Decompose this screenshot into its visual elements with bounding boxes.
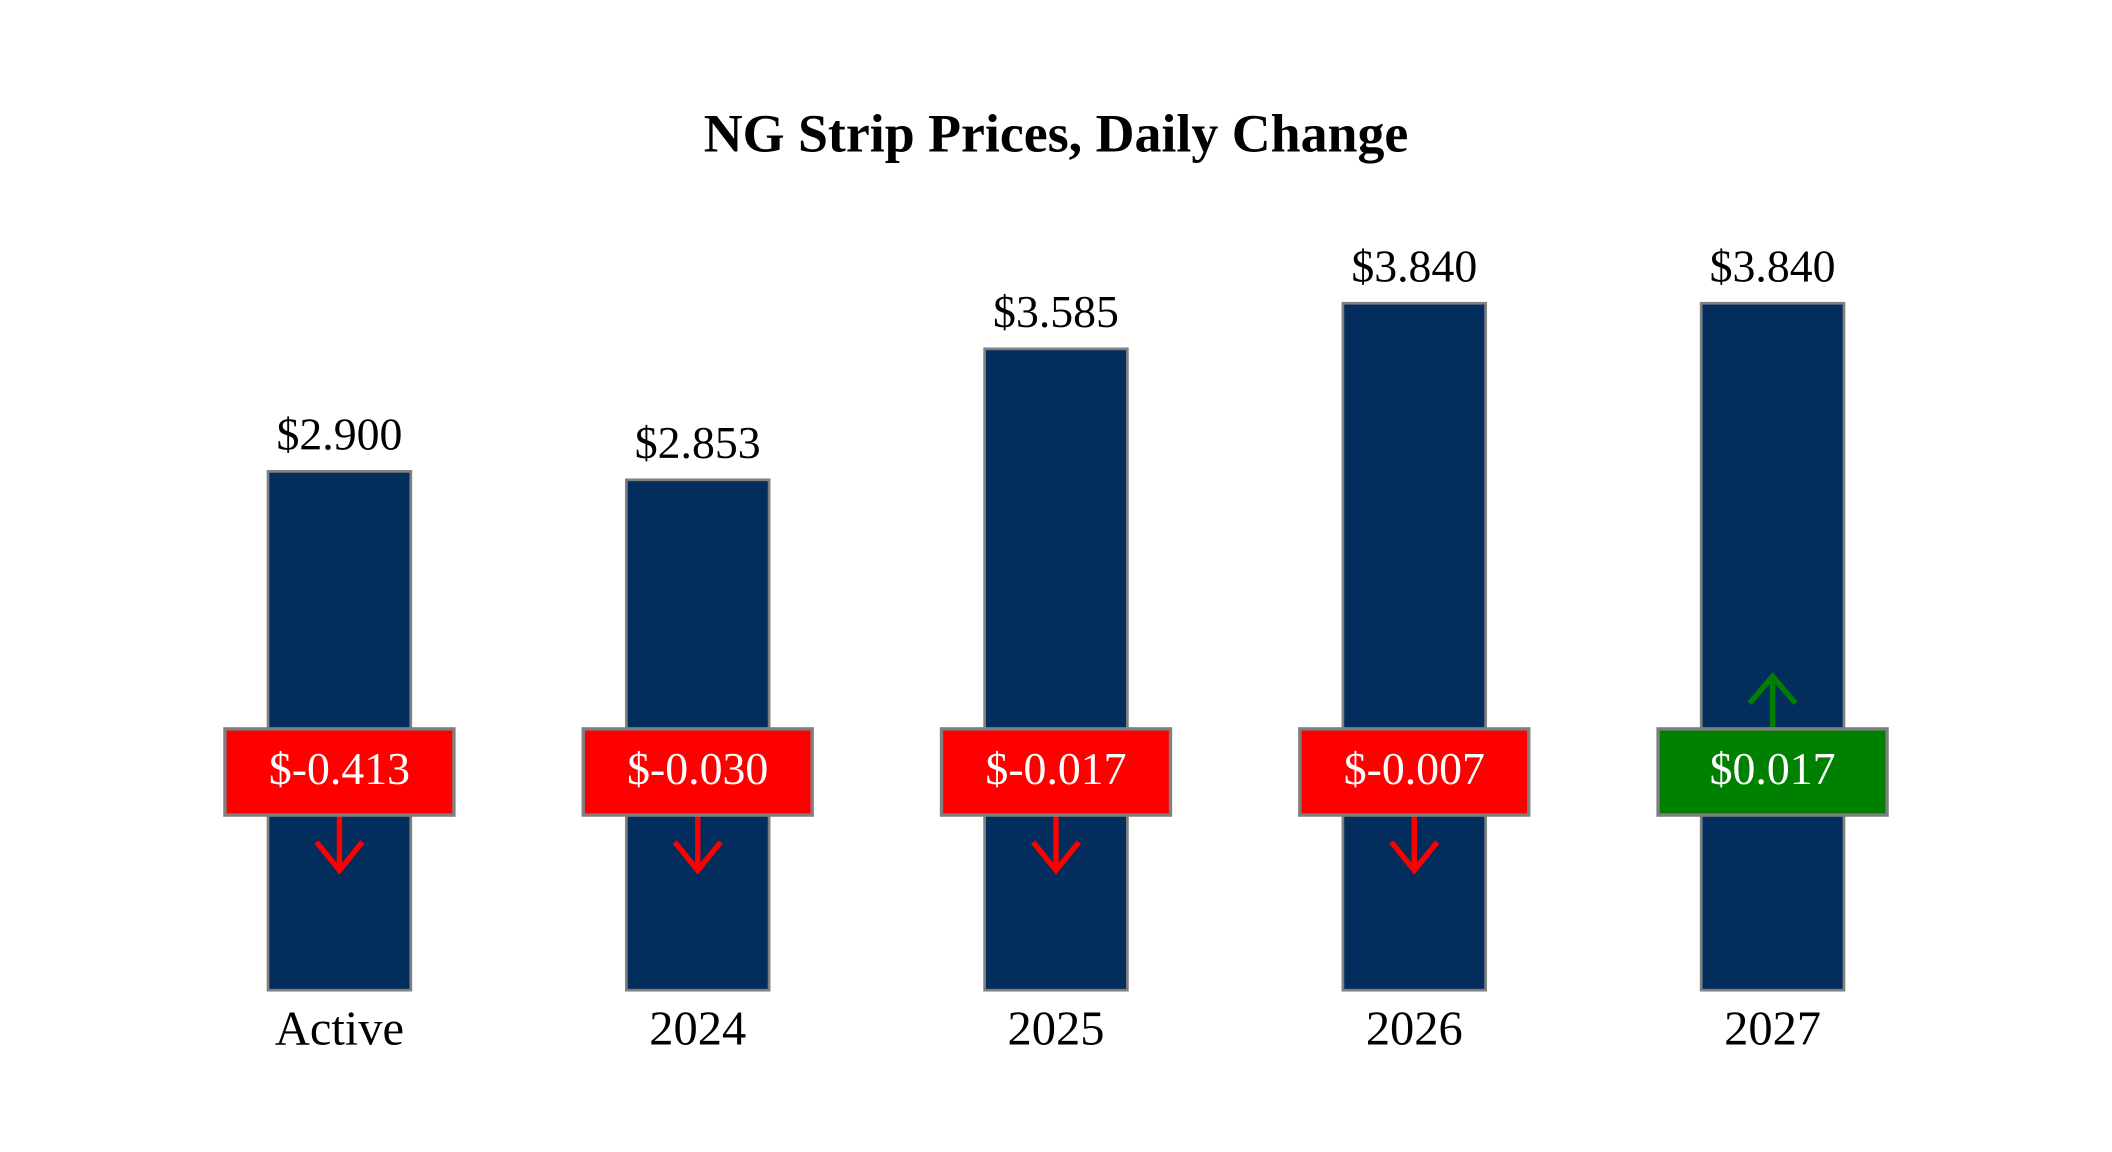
change-label: $-0.017 bbox=[985, 743, 1126, 794]
change-label: $-0.030 bbox=[627, 743, 768, 794]
change-label: $-0.413 bbox=[269, 743, 410, 794]
x-tick-label: 2026 bbox=[1366, 1002, 1463, 1055]
arrow-head bbox=[1031, 840, 1081, 875]
change-box bbox=[1656, 727, 1889, 817]
change-label: $-0.007 bbox=[1344, 743, 1485, 794]
bar bbox=[983, 347, 1129, 992]
chart-title: NG Strip Prices, Daily Change bbox=[704, 103, 1409, 163]
change-box bbox=[581, 727, 814, 817]
value-label: $3.840 bbox=[1351, 240, 1477, 291]
value-label: $2.900 bbox=[276, 409, 402, 460]
value-label: $3.585 bbox=[993, 286, 1119, 337]
change-label: $0.017 bbox=[1710, 743, 1836, 794]
value-label: $3.840 bbox=[1710, 240, 1836, 291]
arrow-head bbox=[672, 840, 723, 875]
change-box bbox=[1298, 727, 1531, 817]
x-tick-label: 2027 bbox=[1724, 1002, 1821, 1055]
change-box bbox=[939, 727, 1173, 817]
arrow-head bbox=[314, 840, 365, 875]
arrow-head bbox=[1389, 840, 1440, 875]
x-tick-label: 2024 bbox=[649, 1002, 746, 1055]
value-label: $2.853 bbox=[635, 417, 761, 468]
x-tick-label: 2025 bbox=[1008, 1002, 1105, 1055]
bar bbox=[1699, 301, 1846, 992]
bar bbox=[1341, 301, 1488, 992]
x-tick-label: Active bbox=[275, 1002, 404, 1055]
change-box bbox=[223, 727, 456, 817]
arrow-head bbox=[1747, 672, 1798, 706]
